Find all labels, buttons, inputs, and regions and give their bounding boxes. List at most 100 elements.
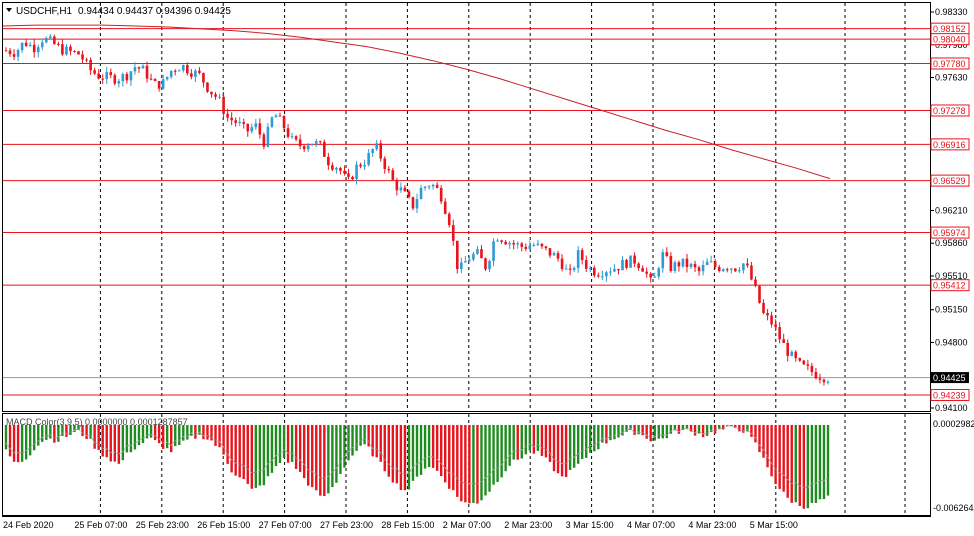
candle-body (641, 268, 644, 272)
level-tag-box (930, 174, 970, 187)
macd-bar (528, 424, 532, 451)
candle-body (121, 73, 125, 82)
level-tag-box (930, 279, 970, 292)
macd-bar (649, 424, 652, 442)
macd-bar (552, 424, 556, 472)
macd-bar (117, 424, 121, 464)
macd-bar (609, 424, 612, 441)
candle-body (568, 268, 572, 270)
macd-bar (383, 424, 386, 472)
candle-body (605, 272, 608, 277)
candle-body (101, 78, 105, 80)
candle-body (383, 158, 387, 170)
macd-bar (234, 424, 237, 476)
candle-body (597, 275, 600, 277)
macd-bar (508, 424, 511, 466)
candle-body (81, 54, 84, 60)
horizontal-levels (3, 28, 930, 396)
macd-bar (311, 424, 314, 488)
level-tag-label: 0.94239 (933, 390, 966, 400)
macd-bar (435, 424, 439, 471)
level-tag-box (930, 104, 970, 117)
candle-body (633, 255, 636, 264)
macd-bar (697, 424, 701, 434)
macd-bar (254, 424, 258, 488)
candle-body (24, 42, 28, 46)
candle-body (532, 244, 536, 246)
macd-signal-line (5, 425, 829, 489)
candle-body (814, 372, 818, 379)
candle-body (806, 364, 810, 366)
macd-bar (512, 424, 515, 460)
macd-bar (242, 424, 245, 480)
macd-bar (468, 424, 471, 504)
candle-body (129, 71, 133, 81)
candle-body (194, 70, 197, 77)
time-tick-label: 27 Feb 07:00 (259, 520, 312, 530)
macd-bar (89, 424, 92, 439)
current-price-box (931, 372, 969, 384)
chart-symbol: USDCHF,H1 (16, 6, 73, 17)
candle-body (500, 240, 503, 242)
macd-bar (174, 424, 177, 447)
candle-body (355, 164, 358, 180)
macd-bar (637, 424, 640, 435)
macd-bar (141, 424, 145, 444)
candle-body (677, 262, 681, 267)
macd-bar (125, 424, 129, 453)
candle-body (556, 253, 560, 259)
macd-bar (411, 424, 415, 481)
candle-body (782, 339, 785, 343)
candle-body (802, 360, 806, 365)
level-tag-label: 0.96916 (933, 140, 966, 150)
macd-bar (722, 424, 725, 430)
symbol-dropdown-icon[interactable] (6, 8, 12, 12)
macd-bar (782, 424, 785, 492)
macd-bar (705, 424, 709, 436)
candle-body (282, 116, 286, 129)
candle-body (734, 268, 737, 272)
candle-body (298, 139, 302, 147)
level-tag-box (930, 138, 970, 151)
macd-bar (625, 424, 628, 432)
macd-bar (665, 424, 669, 439)
macd-bar (448, 424, 451, 489)
macd-bar (576, 424, 580, 464)
candle-body (588, 267, 592, 269)
macd-bar (113, 424, 116, 462)
macd-bar (170, 424, 173, 453)
candle-body (387, 169, 391, 171)
candle-body (258, 123, 262, 135)
candle-body (77, 51, 80, 55)
macd-bar (274, 424, 278, 467)
candle-body (818, 378, 822, 380)
candle-body (725, 269, 729, 271)
candle-body (415, 199, 419, 209)
macd-bar (391, 424, 395, 483)
macd-bar (536, 424, 540, 451)
candle-body (564, 268, 568, 270)
candle-body (709, 261, 713, 263)
candle-body (548, 248, 552, 256)
candle-body (270, 117, 274, 127)
macd-bar (766, 424, 769, 468)
candle-body (443, 201, 447, 214)
candle-body (49, 36, 52, 38)
candle-body (762, 302, 765, 314)
macd-bar (439, 424, 443, 477)
macd-bar (423, 424, 427, 469)
macd-bar (218, 424, 221, 448)
price-tick-label: 0.95860 (935, 238, 968, 248)
candle-body (584, 259, 588, 269)
candle-body (613, 268, 616, 272)
candle-body (302, 146, 306, 150)
macd-bar (597, 424, 600, 450)
candle-body (65, 46, 68, 55)
candle-body (601, 276, 604, 278)
macd-bar (133, 424, 137, 450)
macd-bar (806, 424, 810, 509)
time-tick-label: 24 Feb 2020 (3, 520, 54, 530)
candle-body (770, 315, 773, 325)
